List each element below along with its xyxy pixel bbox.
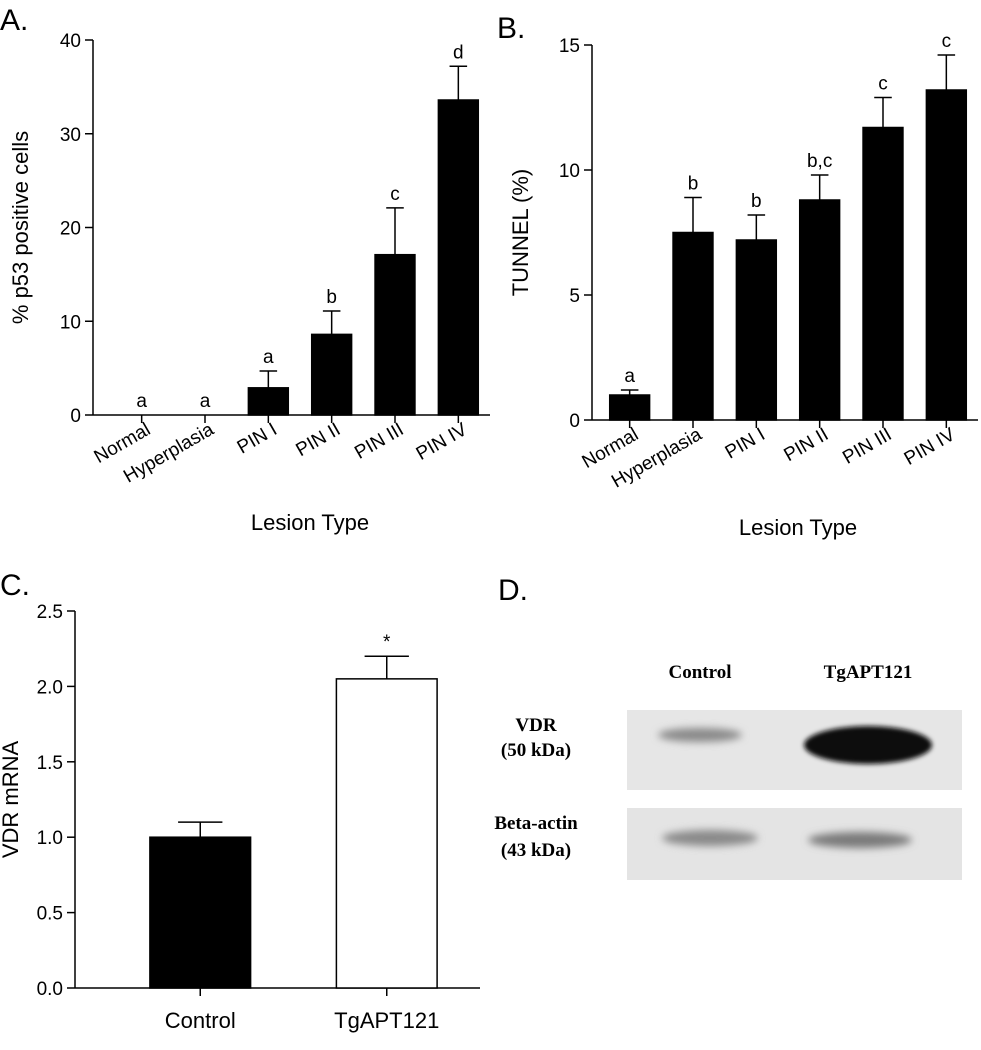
panel-label: C. — [0, 569, 30, 602]
annotation: a — [200, 391, 211, 412]
x-axis-label: Lesion Type — [251, 510, 369, 535]
x-tick-label: PIN I — [234, 419, 281, 458]
annotation: b — [326, 287, 337, 308]
y-tick-label: 30 — [60, 125, 81, 146]
x-axis-label: Lesion Type — [739, 515, 857, 540]
annotation: a — [263, 347, 274, 368]
annotation: c — [390, 184, 400, 205]
row-label: Beta-actin — [494, 813, 578, 834]
bar — [735, 239, 778, 421]
x-tick-label: PIN II — [293, 419, 345, 461]
blot-band — [804, 726, 932, 764]
bar — [608, 394, 651, 421]
bar — [310, 333, 353, 416]
row-size: (50 kDa) — [501, 740, 571, 761]
x-tick-label: PIN III — [351, 419, 407, 464]
panel-label: A. — [0, 4, 28, 37]
y-tick-label: 5 — [569, 286, 580, 307]
bar — [247, 387, 290, 416]
y-axis-label: % p53 positive cells — [8, 131, 33, 324]
bar — [374, 253, 416, 416]
annotation: d — [453, 42, 464, 63]
annotation: * — [383, 632, 391, 653]
y-tick-label: 15 — [559, 36, 580, 57]
x-tick-label: PIN IV — [901, 424, 959, 470]
annotation: c — [942, 31, 952, 52]
blot-membrane — [627, 808, 962, 880]
y-tick-label: 20 — [60, 219, 81, 240]
x-tick-label: PIN IV — [413, 419, 471, 465]
blot-band — [662, 830, 758, 846]
annotation: a — [624, 366, 635, 387]
bar — [149, 836, 252, 989]
bar — [798, 199, 841, 421]
panel-label: D. — [498, 574, 528, 607]
y-tick-label: 2.5 — [37, 602, 63, 623]
y-tick-label: 0.0 — [37, 979, 63, 1000]
x-tick-label: TgAPT121 — [334, 1008, 439, 1033]
lane-label: Control — [669, 662, 732, 683]
y-tick-label: 1.0 — [37, 828, 63, 849]
y-tick-label: 10 — [60, 312, 81, 333]
annotation: b — [751, 191, 762, 212]
x-tick-label: PIN II — [781, 424, 833, 466]
blot-band — [808, 832, 912, 848]
blot-band — [658, 728, 742, 742]
y-tick-label: 1.5 — [37, 753, 63, 774]
y-tick-label: 2.0 — [37, 677, 63, 698]
bar — [672, 231, 714, 421]
bar — [862, 126, 904, 421]
x-tick-label: Control — [165, 1008, 236, 1033]
annotation: b,c — [807, 151, 832, 172]
y-tick-label: 40 — [60, 31, 81, 52]
annotation: a — [136, 391, 147, 412]
annotation: b — [688, 174, 699, 195]
western-blot: D. Control TgAPT121 VDR (50 kDa) Beta-ac… — [494, 574, 962, 880]
x-tick-label: PIN III — [839, 424, 895, 469]
x-tick-label: PIN I — [722, 424, 769, 463]
bar — [335, 678, 438, 989]
y-tick-label: 10 — [559, 161, 580, 182]
lane-label: TgAPT121 — [824, 662, 913, 683]
annotation: c — [878, 74, 888, 95]
row-size: (43 kDa) — [501, 840, 571, 861]
panel-label: B. — [497, 12, 525, 45]
y-tick-label: 0 — [70, 406, 81, 427]
y-tick-label: 0 — [569, 411, 580, 432]
y-axis-label: VDR mRNA — [0, 741, 23, 859]
row-label: VDR — [515, 715, 556, 736]
bar — [925, 89, 968, 421]
y-axis-label: TUNNEL (%) — [508, 169, 533, 297]
y-tick-label: 0.5 — [37, 904, 63, 925]
bar — [437, 99, 480, 416]
